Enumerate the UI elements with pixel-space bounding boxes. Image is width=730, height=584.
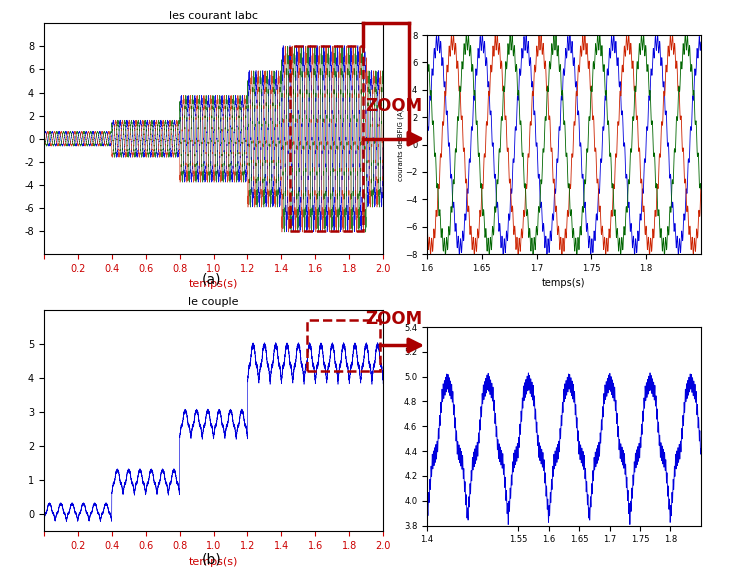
Text: (b): (b) <box>201 552 222 566</box>
Title: le couple: le couple <box>188 297 239 307</box>
Bar <box>290 47 363 231</box>
X-axis label: temps(s): temps(s) <box>189 279 238 289</box>
Y-axis label: courants de BFIG (A): courants de BFIG (A) <box>397 109 404 180</box>
Text: ZOOM: ZOOM <box>366 98 423 116</box>
Bar <box>307 320 380 371</box>
Text: ZOOM: ZOOM <box>366 310 423 328</box>
X-axis label: temps(s): temps(s) <box>189 557 238 566</box>
Title: les courant Iabc: les courant Iabc <box>169 11 258 21</box>
Text: (a): (a) <box>202 272 221 286</box>
X-axis label: temps(s): temps(s) <box>542 279 585 288</box>
